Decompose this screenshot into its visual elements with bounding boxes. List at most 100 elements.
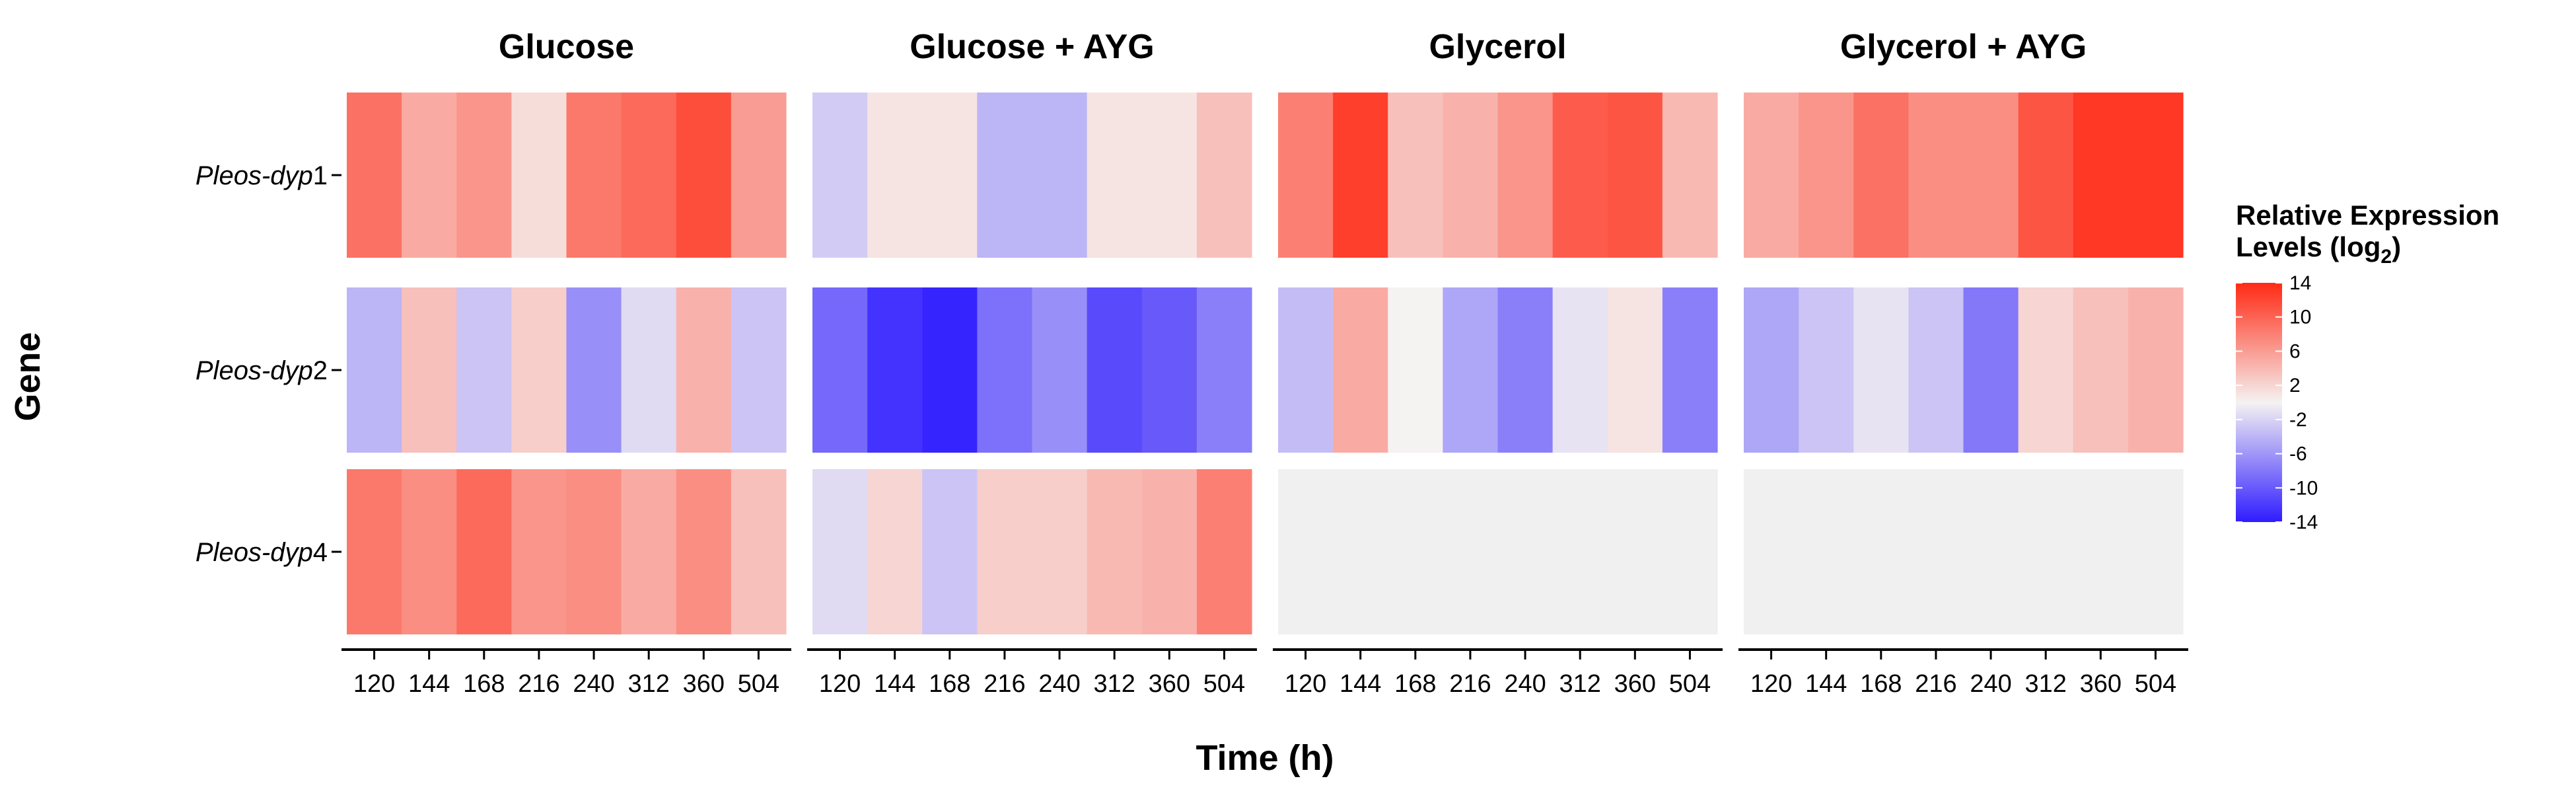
gene-label: Pleos-dyp4 <box>196 538 328 567</box>
heatmap-cell <box>456 469 512 634</box>
x-tick-label: 504 <box>2135 670 2176 698</box>
x-tick-label: 168 <box>463 670 505 698</box>
heatmap-cell <box>1032 469 1088 634</box>
heatmap-cell <box>1333 93 1388 258</box>
x-tick-label: 120 <box>353 670 395 698</box>
heatmap-cell <box>1662 469 1718 634</box>
color-legend: Relative Expression Levels (log2) 14 10 6 2… <box>2236 200 2499 533</box>
heatmap-cell <box>1497 287 1554 453</box>
heatmap-cell <box>1333 469 1388 634</box>
legend-tick-label: 14 <box>2289 272 2311 294</box>
heatmap-cell <box>1963 469 2019 634</box>
heatmap-cell <box>456 287 512 453</box>
heatmap-cell <box>402 93 457 258</box>
legend-tick-label: 2 <box>2289 375 2301 397</box>
heatmap-cell <box>867 287 923 453</box>
heatmap-cell <box>1607 287 1663 453</box>
panel-title: Glycerol + AYG <box>1840 28 2087 66</box>
legend-title-line2: Levels (log2) <box>2236 231 2401 268</box>
heatmap-cell <box>812 287 868 453</box>
heatmap-cell <box>566 469 622 634</box>
heatmap-cell <box>2073 287 2129 453</box>
heatmap-cell <box>347 469 402 634</box>
heatmap-cell <box>812 469 868 634</box>
legend-color-bar <box>2236 283 2282 522</box>
heatmap-cell <box>922 469 978 634</box>
x-tick-label: 504 <box>1669 670 1711 698</box>
heatmap-cell <box>347 93 402 258</box>
x-tick-label: 240 <box>1504 670 1546 698</box>
gene-label: Pleos-dyp1 <box>196 161 328 190</box>
heatmap-cell <box>566 287 622 453</box>
x-tick-label: 168 <box>1394 670 1436 698</box>
x-tick-label: 240 <box>573 670 614 698</box>
heatmap-cell <box>2018 469 2074 634</box>
legend-tick-label: -14 <box>2289 511 2318 533</box>
heatmap-cell <box>2073 469 2129 634</box>
heatmap-cell <box>812 93 868 258</box>
legend-tick-label: 10 <box>2289 307 2311 328</box>
x-tick-label: 360 <box>2080 670 2122 698</box>
heatmap-cell <box>676 93 732 258</box>
x-tick-label: 240 <box>1038 670 1080 698</box>
panel-title: Glycerol <box>1429 28 1566 66</box>
legend-tick-label: -10 <box>2289 477 2318 499</box>
heatmap-cell <box>2128 93 2184 258</box>
heatmap-cell <box>1908 287 1964 453</box>
heatmap-cell <box>1443 469 1499 634</box>
heatmap-cell <box>922 287 978 453</box>
heatmap-cell <box>867 93 923 258</box>
heatmap-cell <box>1196 287 1252 453</box>
heatmap-cell <box>2128 469 2184 634</box>
gene-axis: Pleos-dyp1 Pleos-dyp2 Pleos-dyp4 <box>196 161 341 567</box>
heatmap-cell <box>1744 287 1799 453</box>
heatmap-cell <box>676 287 732 453</box>
heatmap-cell <box>1087 93 1143 258</box>
x-tick-label: 120 <box>1285 670 1326 698</box>
legend-title-line1: Relative Expression <box>2236 200 2499 231</box>
heatmap-cell <box>1853 469 1909 634</box>
heatmap-cell <box>1388 287 1443 453</box>
heatmap-cell <box>511 287 567 453</box>
heatmap-cell <box>1333 287 1388 453</box>
heatmap-cell <box>1278 93 1334 258</box>
heatmap-cell <box>456 93 512 258</box>
heatmap-cell <box>566 93 622 258</box>
x-tick-label: 144 <box>1805 670 1847 698</box>
heatmap-cell <box>1141 287 1198 453</box>
heatmap-cell <box>1497 93 1554 258</box>
heatmap-cell <box>1963 93 2019 258</box>
x-tick-label: 120 <box>1750 670 1792 698</box>
heatmap-cell <box>731 287 787 453</box>
heatmap-cell <box>1141 93 1198 258</box>
x-tick-label: 144 <box>874 670 915 698</box>
x-tick-label: 216 <box>984 670 1025 698</box>
heatmap-cell <box>621 287 677 453</box>
heatmap-cell <box>1552 93 1608 258</box>
heatmap-cell <box>1908 469 1964 634</box>
heatmap-cell <box>347 287 402 453</box>
x-tick-label: 312 <box>1093 670 1135 698</box>
y-axis-title: Gene <box>8 332 48 421</box>
heatmap-cell <box>1744 469 1799 634</box>
x-tick-label: 144 <box>1340 670 1381 698</box>
x-tick-label: 120 <box>819 670 861 698</box>
heatmap-cell <box>1908 93 1964 258</box>
heatmap-cell <box>1032 93 1088 258</box>
heatmap-cell <box>2018 287 2074 453</box>
x-tick-label: 360 <box>683 670 725 698</box>
heatmap-cell <box>1799 93 1854 258</box>
heatmap-cell <box>1552 469 1608 634</box>
heatmap-cell <box>977 287 1033 453</box>
heatmap-cell <box>1196 93 1252 258</box>
x-tick-label: 360 <box>1149 670 1190 698</box>
heatmap-cell <box>511 469 567 634</box>
heatmap-cell <box>1388 469 1443 634</box>
heatmap-cell <box>1087 287 1143 453</box>
heatmap-cell <box>1388 93 1443 258</box>
panel-1: Glucose 120 144 168 216 240 312 360 504 <box>341 28 791 698</box>
x-tick-label: 504 <box>1203 670 1245 698</box>
heatmap-cell <box>977 469 1033 634</box>
heatmap-cell <box>621 93 677 258</box>
